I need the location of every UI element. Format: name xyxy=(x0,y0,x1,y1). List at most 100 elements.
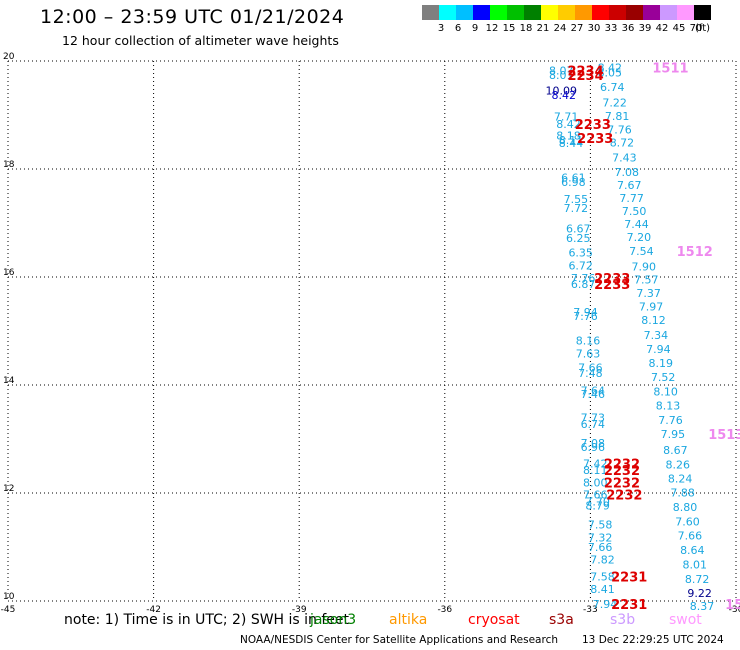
wave-height-value: 8.41 xyxy=(590,583,615,596)
wave-height-value: 7.37 xyxy=(636,287,661,300)
wave-height-value: 7.55 xyxy=(564,193,589,206)
wave-height-value: 10.09 xyxy=(546,85,578,98)
wave-height-value: 6.98 xyxy=(561,176,586,189)
scale-label: 70 xyxy=(689,23,703,34)
wave-height-value: 8.67 xyxy=(663,444,688,457)
scale-swatch xyxy=(643,5,660,20)
scale-label: 39 xyxy=(638,23,652,34)
pass-time-label: 1512 xyxy=(677,245,713,260)
latitude-tick-label: 16 xyxy=(3,268,15,278)
wave-height-value: 8.79 xyxy=(585,499,610,512)
scale-label: 45 xyxy=(672,23,686,34)
wave-height-value: 7.66 xyxy=(583,489,608,502)
longitude-tick-label: -30 xyxy=(729,605,740,615)
scale-swatch xyxy=(660,5,677,20)
scale-swatch xyxy=(507,5,524,20)
scale-swatch xyxy=(592,5,609,20)
wave-height-value: 8.80 xyxy=(673,501,698,514)
pass-time-label: 2232 xyxy=(604,477,640,492)
wave-height-value: 7.32 xyxy=(588,531,613,544)
wave-height-value: 7.88 xyxy=(670,486,695,499)
wave-height-value: 8.12 xyxy=(641,314,666,327)
scale-swatch xyxy=(456,5,473,20)
wave-height-value: 7.76 xyxy=(658,414,683,427)
scale-label: 42 xyxy=(655,23,669,34)
satellite-s3a: s3a xyxy=(549,612,574,628)
wave-height-value: 7.48 xyxy=(578,367,603,380)
wave-height-value: 8.42 xyxy=(598,61,623,74)
wave-height-value: 8.24 xyxy=(668,472,693,485)
scale-label: 9 xyxy=(471,23,479,34)
wave-height-value: 7.08 xyxy=(615,166,640,179)
scale-swatch xyxy=(694,5,711,20)
wave-height-value: 8.10 xyxy=(653,385,678,398)
scale-swatch xyxy=(473,5,490,20)
satellite-cryosat: cryosat xyxy=(468,612,520,628)
wave-height-value: 7.57 xyxy=(634,274,659,287)
wave-height-value: 7.70 xyxy=(585,496,610,509)
wave-height-value: 6.74 xyxy=(600,81,625,94)
wave-height-value: 8.16 xyxy=(576,335,601,348)
wave-height-value: 8.42 xyxy=(551,89,576,102)
wave-height-value: 6.72 xyxy=(568,260,593,273)
wave-height-value: 7.66 xyxy=(578,362,603,375)
scale-swatch xyxy=(541,5,558,20)
wave-height-value: 8.07 xyxy=(549,65,574,78)
scale-label: 36 xyxy=(621,23,635,34)
scale-swatch xyxy=(609,5,626,20)
chart-title: 12:00 – 23:59 UTC 01/21/2024 xyxy=(40,6,345,28)
wave-height-value: 8.01 xyxy=(549,69,574,82)
pass-time-label: 2233 xyxy=(594,278,630,293)
pass-time-label: 1511 xyxy=(652,61,688,76)
longitude-tick-label: -39 xyxy=(292,605,307,615)
wave-height-value: 7.82 xyxy=(590,553,615,566)
wave-height-value: 9.22 xyxy=(687,587,712,600)
pass-time-label: 2233 xyxy=(577,132,613,147)
latitude-tick-label: 12 xyxy=(3,484,14,494)
wave-height-value: 6.96 xyxy=(581,441,606,454)
wave-height-value: 7.60 xyxy=(675,516,700,529)
wave-height-value: 8.13 xyxy=(656,400,681,413)
credit-line: NOAA/NESDIS Center for Satellite Applica… xyxy=(240,634,558,646)
wave-height-value: 7.66 xyxy=(588,541,613,554)
wave-height-value: 8.11 xyxy=(583,464,608,477)
footer-note: note: 1) Time is in UTC; 2) SWH is in fe… xyxy=(64,612,350,628)
pass-time-label: 2233 xyxy=(594,272,630,287)
longitude-tick-label: -45 xyxy=(1,605,16,615)
scale-label: 33 xyxy=(604,23,618,34)
wave-height-value: 8.64 xyxy=(680,544,705,557)
scale-label: 15 xyxy=(502,23,516,34)
pass-time-label: 2231 xyxy=(611,571,647,586)
scale-label: 18 xyxy=(519,23,533,34)
wave-height-value: 7.90 xyxy=(632,261,657,274)
pass-time-label: 2231 xyxy=(611,598,647,613)
satellite-altika: altika xyxy=(389,612,428,628)
longitude-tick-label: -36 xyxy=(437,605,452,615)
wave-height-value: 6.25 xyxy=(566,232,591,245)
wave-height-value: 7.58 xyxy=(590,571,615,584)
wave-height-value: 8.00 xyxy=(583,477,608,490)
scale-swatch xyxy=(575,5,592,20)
pass-time-label: 2233 xyxy=(575,118,611,133)
scale-label: 30 xyxy=(587,23,601,34)
scale-swatch xyxy=(626,5,643,20)
wave-height-value: 7.73 xyxy=(581,411,606,424)
wave-height-value: 7.94 xyxy=(593,598,618,611)
wave-height-value: 7.67 xyxy=(617,179,642,192)
latitude-tick-label: 10 xyxy=(3,592,15,602)
scale-swatch xyxy=(439,5,456,20)
wave-height-value: 7.46 xyxy=(581,388,606,401)
wave-height-value: 8.72 xyxy=(685,573,710,586)
satellite-s3b: s3b xyxy=(610,612,636,628)
scale-swatch xyxy=(524,5,541,20)
wave-height-value: 8.01 xyxy=(682,558,707,571)
wave-height-value: 7.77 xyxy=(619,192,644,205)
wave-height-value: 8.44 xyxy=(559,137,584,150)
wave-height-value: 7.63 xyxy=(576,348,601,361)
wave-height-value: 8.18 xyxy=(556,130,581,143)
latitude-tick-label: 14 xyxy=(3,376,15,386)
longitude-tick-label: -42 xyxy=(146,605,161,615)
wave-height-value: 7.44 xyxy=(624,218,649,231)
pass-time-label: 1514 xyxy=(725,598,740,613)
